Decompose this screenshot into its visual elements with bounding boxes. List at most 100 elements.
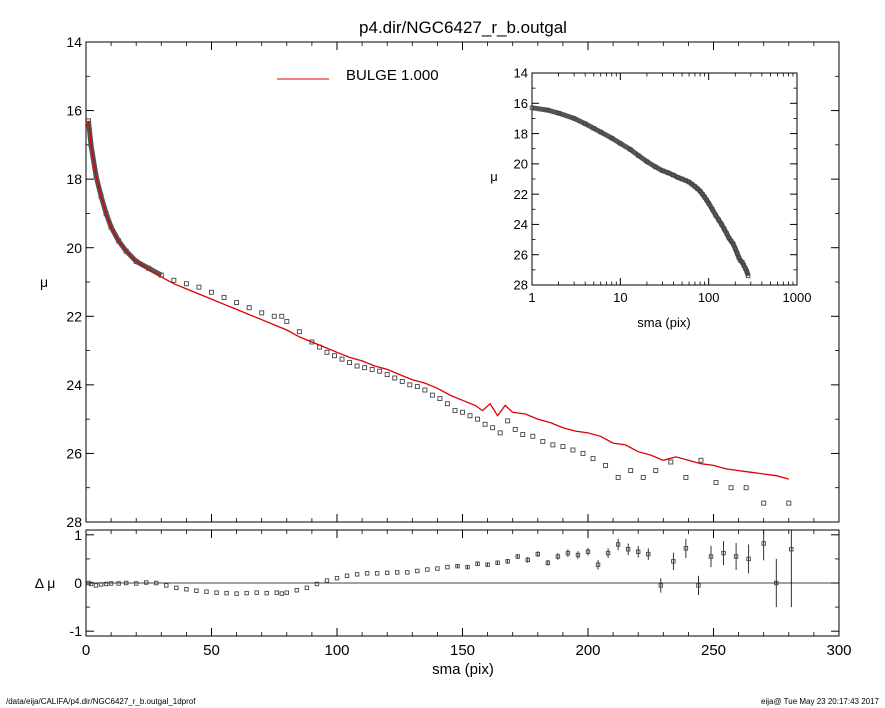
residual-data-point [585, 549, 591, 554]
x-tick-label: 100 [698, 290, 720, 305]
inset-plot-frame [531, 72, 798, 286]
residual-data-point [234, 591, 239, 596]
inset-data-point [618, 141, 623, 146]
residual-data-point [525, 557, 530, 563]
main-data-point [628, 468, 634, 474]
main-data-point [246, 305, 252, 311]
residual-data-point [545, 560, 551, 565]
inset-data-point [697, 188, 703, 194]
residual-data-point [184, 587, 189, 592]
inset-data-point [719, 222, 724, 227]
main-data-point [467, 413, 473, 419]
residual-x-axis-label: sma (pix) [432, 661, 494, 678]
main-data-point [512, 426, 518, 432]
main-data-point [309, 339, 315, 345]
main-data-point [284, 318, 290, 324]
main-data-point [653, 468, 659, 474]
main-data-point [183, 281, 189, 287]
inset-data-point [666, 170, 671, 176]
residual-data-point [274, 590, 279, 595]
residual-y-axis-label: Δ μ [35, 575, 56, 591]
residual-data-point [708, 554, 714, 559]
inset-y-ticks: 14 16 18 20 22 24 26 28 [514, 66, 797, 293]
y-tick-label: 0 [74, 575, 82, 591]
residual-data-point [116, 581, 121, 586]
residual-data-point [244, 590, 249, 596]
residual-data-point [108, 581, 114, 586]
residual-data-point [374, 571, 380, 576]
x-tick-label: 1 [528, 290, 535, 305]
main-data-point [429, 392, 435, 398]
residual-data-point [98, 582, 104, 587]
inset-y-axis-label: μ [490, 169, 498, 184]
inset-data-point [744, 269, 749, 274]
main-data-point [271, 313, 277, 319]
main-data-point [580, 450, 586, 456]
inset-data-point [724, 231, 729, 236]
inset-data-point [636, 153, 641, 158]
main-data-point [520, 432, 526, 438]
main-data-point [615, 474, 621, 480]
residual-data-point [721, 550, 726, 556]
x-tick-label: 150 [450, 642, 475, 659]
inset-data-point [734, 250, 740, 256]
x-tick-label: 300 [826, 642, 851, 659]
main-data-point [490, 425, 496, 431]
inset-data-point [716, 217, 721, 223]
main-data-point [640, 474, 646, 480]
inset-data-point [745, 273, 751, 279]
x-tick-label: 100 [324, 642, 349, 659]
residual-data-point [683, 546, 689, 551]
main-data-point [209, 289, 214, 295]
y-tick-label: 26 [514, 247, 528, 262]
inset-data-point [609, 135, 614, 141]
residual-data-point [671, 559, 676, 564]
y-tick-label: 28 [66, 514, 82, 530]
y-tick-label: 18 [514, 126, 528, 141]
inset-data-point [628, 147, 633, 152]
residual-data-point [475, 561, 480, 566]
residual-data-point [435, 566, 440, 571]
residual-data-point [123, 580, 129, 586]
residual-data-point [615, 542, 621, 547]
main-y-ticks: 14 16 18 20 22 24 26 28 [66, 34, 839, 530]
y-tick-label: 1 [74, 527, 82, 543]
inset-dense-points [531, 105, 751, 277]
inset-data-point [713, 213, 718, 218]
main-data-point [399, 378, 405, 384]
inset-x-axis-label: sma (pix) [637, 315, 690, 330]
residual-data-point [565, 550, 571, 556]
inset-data-point [653, 164, 658, 170]
main-data-point [339, 356, 345, 362]
inset-data-point [571, 116, 577, 121]
residual-data-point [385, 570, 390, 576]
main-x-ticks [85, 42, 840, 522]
inset-data-point [722, 226, 727, 232]
bulge-model-line [87, 120, 789, 480]
inset-data-point [695, 186, 700, 192]
main-data-point [354, 363, 360, 369]
main-data-point [452, 408, 458, 414]
inset-data-point [582, 121, 588, 126]
main-data-point [171, 277, 177, 283]
main-data-point [444, 401, 450, 407]
residual-data-point [746, 556, 751, 562]
y-tick-label: 20 [514, 157, 528, 172]
residual-data-point [555, 554, 561, 559]
main-data-point [279, 313, 285, 319]
residual-data-point [395, 570, 400, 575]
main-data-point [482, 421, 488, 427]
residual-data-point [284, 590, 289, 595]
residual-data-point [696, 583, 701, 588]
main-data-point [475, 416, 481, 422]
inset-data-point [733, 246, 738, 251]
y-tick-label: 20 [66, 240, 82, 256]
residual-data-point [86, 580, 91, 586]
inset-data-point [675, 175, 681, 180]
residual-data-point [88, 581, 94, 587]
residual-data-point [495, 560, 500, 565]
main-dense-points [86, 120, 163, 278]
residual-data-point [174, 585, 179, 591]
y-tick-label: 14 [514, 66, 528, 81]
inset-data-point [706, 201, 711, 206]
